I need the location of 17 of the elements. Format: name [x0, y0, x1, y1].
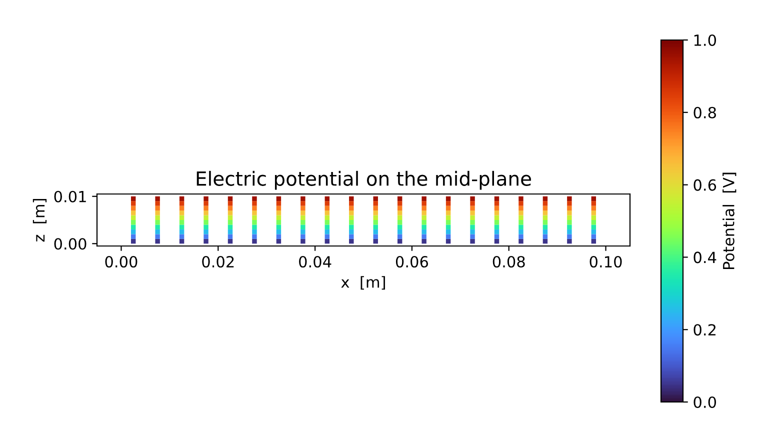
- x-tick-label: 0.06: [396, 256, 428, 268]
- color-bar-label: 0.0: [694, 396, 716, 408]
- x-tick-label: 0.00: [105, 256, 138, 268]
- y-axis-title: z [m]: [32, 199, 47, 242]
- color-bar-title: Potential [V]: [722, 172, 736, 269]
- x-tick-label: 0.10: [590, 256, 622, 268]
- x-tick-label: 0.02: [202, 256, 234, 268]
- x-axis-title: x [m]: [341, 276, 385, 290]
- color-bar-label: 0.6: [694, 179, 716, 191]
- color-bar-label: 0.4: [694, 252, 716, 264]
- y-tick-label: 0.01: [54, 190, 86, 202]
- color-bar-label: 1.0: [694, 34, 716, 46]
- x-tick-label: 0.08: [492, 256, 525, 268]
- x-tick-label: 0.04: [299, 256, 332, 268]
- color-bar-label: 0.2: [694, 324, 716, 336]
- chart-title: Electric potential on the mid-plane: [196, 170, 531, 190]
- color-bar-label: 0.8: [694, 106, 716, 118]
